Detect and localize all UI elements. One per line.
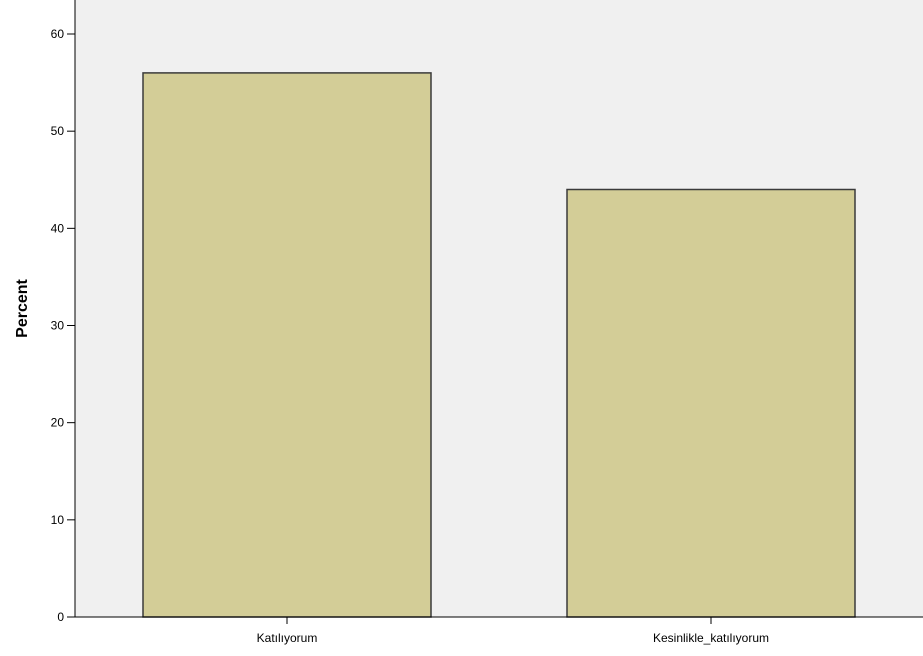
bar-2 (566, 188, 856, 618)
bars-group (142, 72, 856, 618)
y-tick-label: 50 (51, 124, 65, 138)
y-tick-label: 20 (51, 416, 65, 430)
x-category-label: Kesinlikle_katılıyorum (653, 631, 769, 645)
x-category-label: Katılıyorum (257, 631, 318, 645)
y-tick-label: 10 (51, 513, 65, 527)
y-tick-label: 60 (51, 27, 65, 41)
y-axis-title: Percent (14, 278, 31, 337)
x-ticks-group: Katılıyorum Kesinlikle_katılıyorum (257, 617, 769, 645)
y-tick-label: 40 (51, 221, 65, 235)
bar-1 (142, 72, 432, 618)
y-tick-label: 0 (57, 610, 64, 624)
y-ticks-group: 0 10 20 30 40 50 60 (51, 27, 75, 624)
y-tick-label: 30 (51, 319, 65, 333)
